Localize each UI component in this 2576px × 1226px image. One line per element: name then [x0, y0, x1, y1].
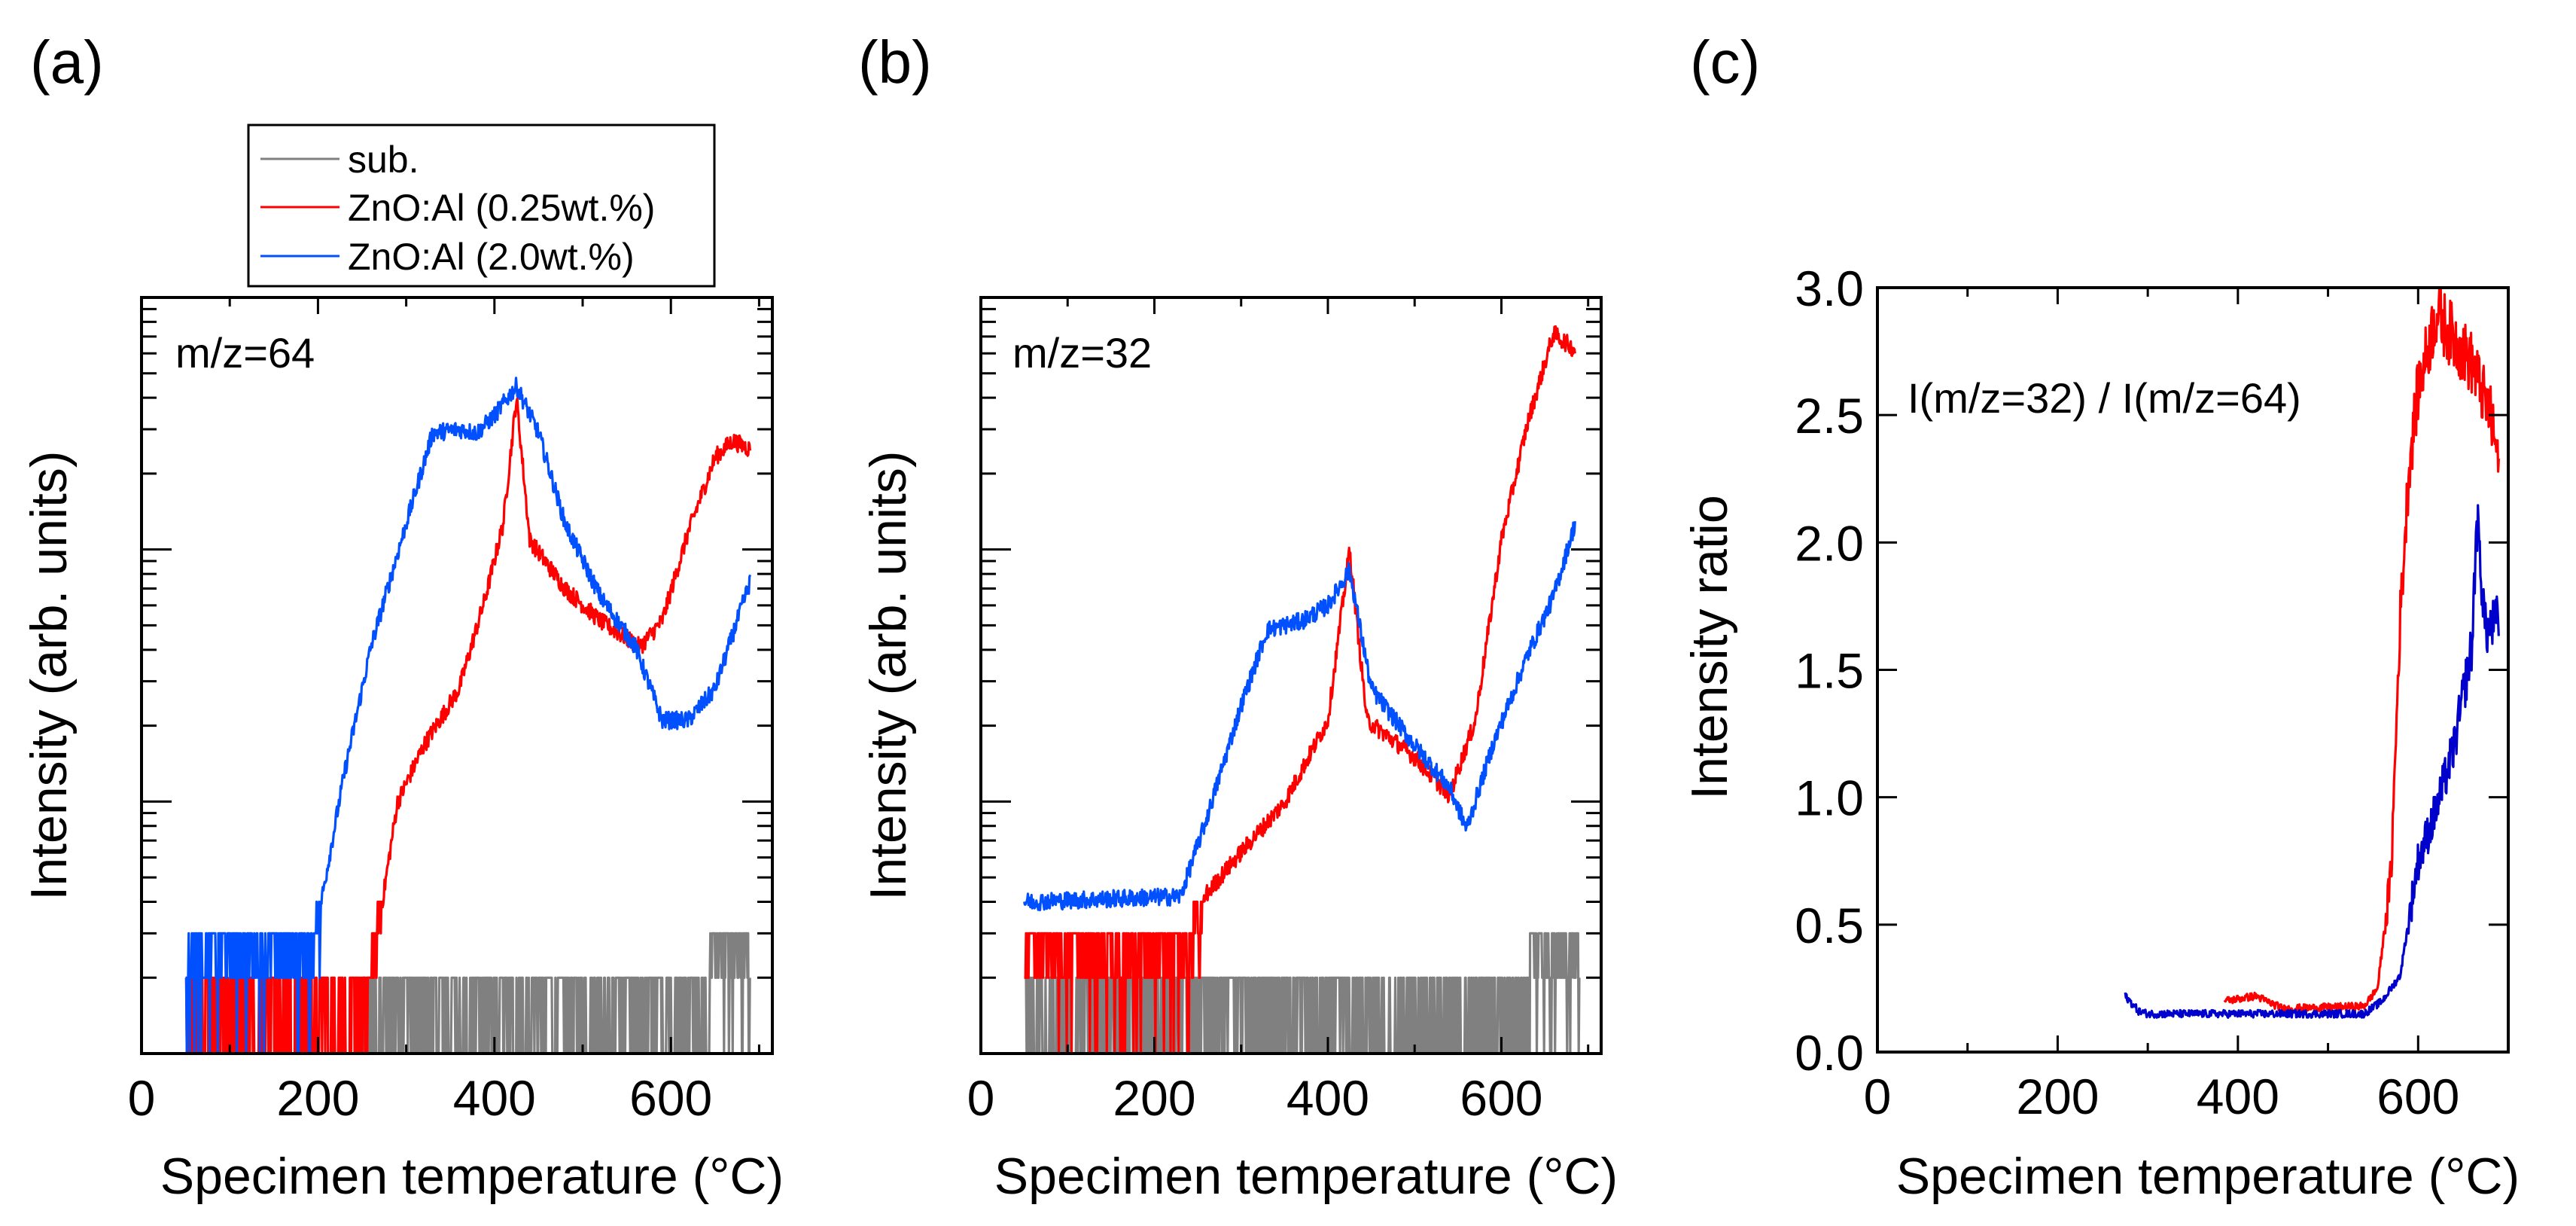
- x-tick-label: 200: [276, 1070, 359, 1126]
- x-tick-label: 0: [1864, 1069, 1892, 1124]
- plot-b: 0 200 400 600 m/z=32 Specimen temperature (°C…: [860, 296, 1618, 1205]
- plot-frame: [979, 296, 1603, 1055]
- legend: sub. ZnO:Al (0.25wt.%) ZnO:Al (2.0wt.%): [247, 124, 716, 288]
- y-tick-label: 1.5: [1795, 643, 1864, 699]
- legend-label-low-al: ZnO:Al (0.25wt.%): [348, 187, 655, 229]
- series-line-zno-al-0-25wt-: [1023, 325, 1576, 1054]
- series-line-zno-al-0-25wt-: [184, 397, 752, 1054]
- y-tick-label: 1.0: [1795, 770, 1864, 826]
- panel-label-b: (b): [858, 29, 932, 96]
- x-axis-title: Specimen temperature (°C): [160, 1148, 784, 1205]
- y-axis-title: Intensity ratio: [1681, 495, 1738, 799]
- series-line-zno-al-0-25wt-: [2223, 288, 2500, 1014]
- y-tick-label: 2.5: [1795, 388, 1864, 444]
- series-line-zno-al-2-0wt-: [1023, 521, 1576, 912]
- x-tick-label: 200: [2016, 1069, 2099, 1124]
- x-tick-label: 0: [128, 1070, 156, 1126]
- y-tick-label: 0.0: [1795, 1025, 1864, 1081]
- legend-box: [247, 124, 716, 288]
- x-tick-label: 0: [967, 1070, 995, 1126]
- series-line-sub-: [1023, 932, 1581, 1054]
- series-line-zno-al-2-0wt-: [2124, 504, 2500, 1019]
- plot-annotation: I(m/z=32) / I(m/z=64): [1908, 374, 2301, 422]
- x-axis-title: Specimen temperature (°C): [994, 1148, 1618, 1205]
- panel-label-c: (c): [1690, 29, 1760, 96]
- x-tick-label: 600: [2377, 1069, 2459, 1124]
- x-tick-label: 400: [2197, 1069, 2279, 1124]
- legend-label-high-al: ZnO:Al (2.0wt.%): [348, 236, 635, 278]
- plot-annotation: m/z=64: [175, 329, 315, 377]
- series-line-sub-: [361, 932, 751, 1054]
- plot-c: 0 200 400 600 0.0 0.5 1.0 1.5 2.0 2.5 3.0 I(m/z=32)…: [1681, 261, 2520, 1205]
- y-tick-label: 3.0: [1795, 261, 1864, 316]
- y-axis-title: Intensity (arb. units): [860, 450, 917, 900]
- y-tick-label: 0.5: [1795, 898, 1864, 953]
- series-line-zno-al-2-0wt-: [184, 377, 752, 1054]
- x-tick-label: 200: [1113, 1070, 1195, 1126]
- panel-label-a: (a): [30, 29, 104, 96]
- x-tick-label: 400: [1286, 1070, 1369, 1126]
- plot-annotation: m/z=32: [1012, 329, 1152, 377]
- x-axis-title: Specimen temperature (°C): [1896, 1148, 2520, 1205]
- x-tick-label: 600: [1460, 1070, 1542, 1126]
- x-tick-label: 400: [453, 1070, 536, 1126]
- plot-frame: [140, 296, 774, 1055]
- plot-a: 0 200 400 600 m/z=64 Specimen temperature (°C…: [20, 296, 784, 1205]
- y-tick-label: 2.0: [1795, 515, 1864, 571]
- y-axis-title: Intensity (arb. units): [20, 450, 78, 900]
- x-tick-label: 600: [629, 1070, 712, 1126]
- legend-label-sub: sub.: [348, 139, 419, 181]
